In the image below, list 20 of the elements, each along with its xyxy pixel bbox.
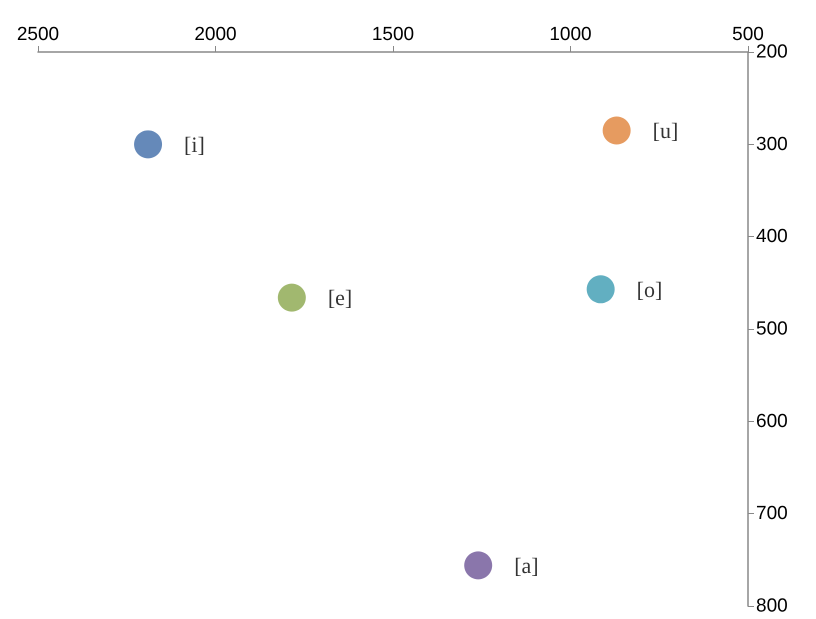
y-tick-label: 600 [756, 410, 788, 432]
y-tick-label: 800 [756, 596, 788, 616]
y-tick-label: 300 [756, 134, 788, 155]
point [586, 275, 615, 304]
point [602, 116, 631, 144]
x-tick-label: 1000 [549, 24, 592, 45]
y-tick-label: 500 [756, 318, 788, 340]
point [134, 130, 162, 158]
y-tick-label: 400 [756, 226, 788, 248]
x-tick-label: 1500 [372, 24, 414, 45]
y-tick-label: 700 [756, 503, 788, 524]
x-tick-label: 2000 [194, 24, 237, 45]
series-label: [e] [328, 285, 352, 310]
series-label: [i] [184, 132, 205, 157]
point [464, 551, 492, 580]
point [278, 284, 306, 312]
series-label: [a] [514, 552, 539, 578]
series-label: [o] [636, 276, 662, 302]
x-tick-label: 2500 [16, 24, 60, 45]
series-label: [u] [652, 118, 678, 143]
